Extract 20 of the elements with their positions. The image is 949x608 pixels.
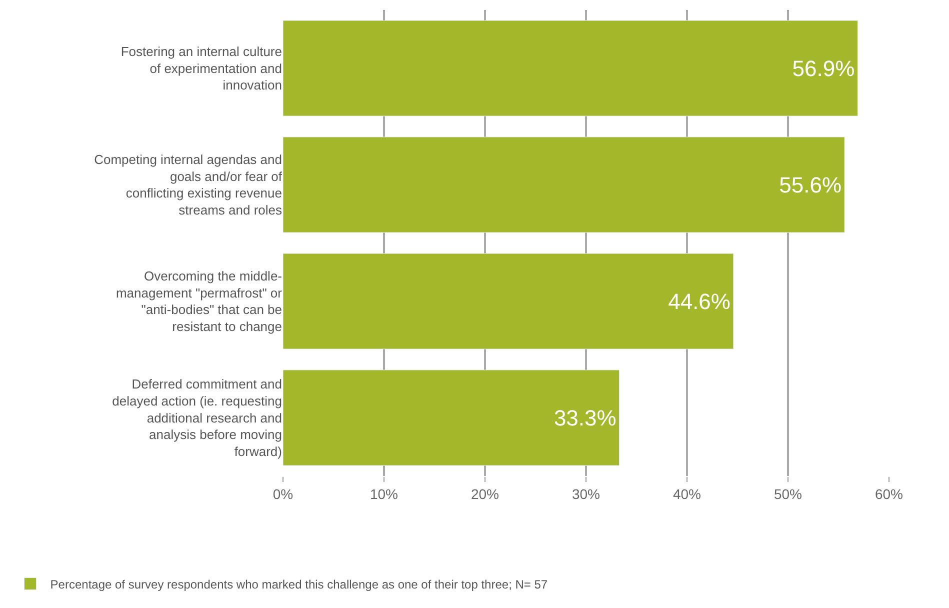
x-tick-label: 60% <box>874 486 904 502</box>
legend-label: Percentage of survey respondents who marked this challenge as one of their top three; N= 57 <box>50 577 548 592</box>
x-tick-label: 0% <box>272 486 294 502</box>
x-tick-label: 50% <box>774 486 802 502</box>
x-tick-label: 10% <box>370 486 398 502</box>
x-tick-label: 20% <box>470 486 500 502</box>
data-label: 56.9% <box>792 56 855 81</box>
bar <box>283 136 845 233</box>
y-tick-label: Overcoming the middle-management "permafrost" or "anti-bodies" that can be resistant to change <box>116 268 283 334</box>
y-tick-label: Fostering an internal culture of experimentation and innovation <box>120 44 282 93</box>
bar <box>283 20 858 116</box>
bar <box>283 253 734 350</box>
data-label: 55.6% <box>779 172 842 198</box>
bar <box>283 370 620 466</box>
x-tick-label: 40% <box>672 486 702 502</box>
y-tick-label: Competing internal agendas and goals and/or fear of conflicting existing revenue streams and roles <box>94 152 282 218</box>
data-label: 44.6% <box>668 288 730 314</box>
data-label: 33.3% <box>554 405 616 430</box>
y-tick-label: Deferred commitment and delayed action (ie. requesting additional research and analysis before moving forward) <box>112 376 282 460</box>
x-tick-label: 30% <box>572 486 600 502</box>
